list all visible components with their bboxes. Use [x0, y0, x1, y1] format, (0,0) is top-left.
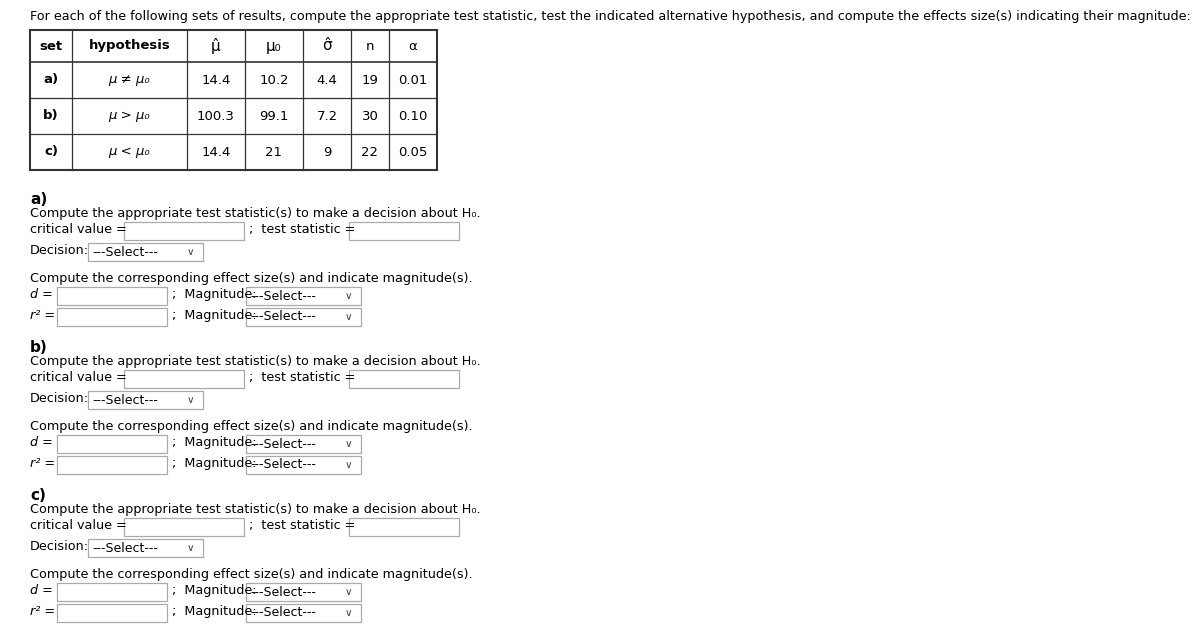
Text: Compute the appropriate test statistic(s) to make a decision about H₀.: Compute the appropriate test statistic(s…: [30, 503, 481, 516]
Text: α: α: [409, 40, 418, 53]
Text: μ̂: μ̂: [211, 38, 221, 54]
Bar: [246, 583, 361, 601]
Bar: [58, 604, 167, 622]
Text: Decision:: Decision:: [30, 392, 89, 405]
Text: Compute the appropriate test statistic(s) to make a decision about H₀.: Compute the appropriate test statistic(s…: [30, 355, 481, 368]
Bar: [58, 583, 167, 601]
Text: ---Select---: ---Select---: [250, 438, 316, 451]
Bar: [246, 604, 361, 622]
Bar: [349, 518, 458, 536]
Text: μ < μ₀: μ < μ₀: [109, 145, 150, 159]
Text: ∨: ∨: [346, 587, 353, 597]
Text: a): a): [43, 73, 59, 87]
Bar: [246, 435, 361, 453]
Text: 99.1: 99.1: [259, 110, 289, 122]
Text: ---Select---: ---Select---: [250, 586, 316, 599]
Text: 0.10: 0.10: [398, 110, 427, 122]
Text: ---Select---: ---Select---: [92, 542, 158, 554]
Bar: [349, 370, 458, 388]
Bar: [58, 308, 167, 326]
Text: ;  Magnitude:: ; Magnitude:: [172, 584, 257, 597]
Bar: [246, 456, 361, 474]
Text: 10.2: 10.2: [259, 73, 289, 87]
Text: hypothesis: hypothesis: [89, 40, 170, 53]
Bar: [30, 30, 437, 170]
Bar: [58, 435, 167, 453]
Text: ;  Magnitude:: ; Magnitude:: [172, 605, 257, 618]
Text: ;  test statistic =: ; test statistic =: [250, 371, 355, 384]
Text: critical value =: critical value =: [30, 371, 127, 384]
Text: 9: 9: [323, 145, 331, 159]
Text: ;  Magnitude:: ; Magnitude:: [172, 309, 257, 322]
Text: n: n: [366, 40, 374, 53]
Text: r² =: r² =: [30, 457, 55, 470]
Text: μ ≠ μ₀: μ ≠ μ₀: [109, 73, 150, 87]
Text: ∨: ∨: [346, 439, 353, 449]
Text: 0.05: 0.05: [398, 145, 427, 159]
Text: μ₀: μ₀: [266, 38, 282, 53]
Text: ;  Magnitude:: ; Magnitude:: [172, 436, 257, 449]
Text: 14.4: 14.4: [202, 145, 230, 159]
Text: 30: 30: [361, 110, 378, 122]
Text: b): b): [43, 110, 59, 122]
Text: σ̂: σ̂: [322, 38, 332, 53]
Text: 100.3: 100.3: [197, 110, 235, 122]
Bar: [88, 391, 203, 409]
Text: ---Select---: ---Select---: [250, 290, 316, 302]
Text: d =: d =: [30, 436, 53, 449]
Text: c): c): [30, 488, 46, 503]
Text: μ > μ₀: μ > μ₀: [109, 110, 150, 122]
Text: 19: 19: [361, 73, 378, 87]
Text: ;  test statistic =: ; test statistic =: [250, 223, 355, 236]
Text: ---Select---: ---Select---: [92, 246, 158, 258]
Text: d =: d =: [30, 584, 53, 597]
Bar: [58, 287, 167, 305]
Text: For each of the following sets of results, compute the appropriate test statisti: For each of the following sets of result…: [30, 10, 1190, 23]
Text: ∨: ∨: [187, 247, 194, 257]
Bar: [88, 243, 203, 261]
Text: Decision:: Decision:: [30, 244, 89, 257]
Bar: [58, 456, 167, 474]
Bar: [88, 539, 203, 557]
Text: ---Select---: ---Select---: [250, 310, 316, 324]
Text: ∨: ∨: [187, 395, 194, 405]
Text: 0.01: 0.01: [398, 73, 427, 87]
Text: 22: 22: [361, 145, 378, 159]
Text: critical value =: critical value =: [30, 519, 127, 532]
Bar: [246, 308, 361, 326]
Text: critical value =: critical value =: [30, 223, 127, 236]
Text: ∨: ∨: [346, 460, 353, 470]
Bar: [124, 370, 244, 388]
Text: ∨: ∨: [346, 608, 353, 618]
Text: 4.4: 4.4: [317, 73, 337, 87]
Text: ;  test statistic =: ; test statistic =: [250, 519, 355, 532]
Text: Compute the corresponding effect size(s) and indicate magnitude(s).: Compute the corresponding effect size(s)…: [30, 272, 473, 285]
Text: a): a): [30, 192, 47, 207]
Text: ---Select---: ---Select---: [250, 606, 316, 619]
Text: Compute the corresponding effect size(s) and indicate magnitude(s).: Compute the corresponding effect size(s)…: [30, 420, 473, 433]
Text: r² =: r² =: [30, 605, 55, 618]
Text: c): c): [44, 145, 58, 159]
Text: ∨: ∨: [346, 291, 353, 301]
Text: ---Select---: ---Select---: [92, 394, 158, 406]
Text: r² =: r² =: [30, 309, 55, 322]
Text: ;  Magnitude:: ; Magnitude:: [172, 288, 257, 301]
Text: Compute the corresponding effect size(s) and indicate magnitude(s).: Compute the corresponding effect size(s)…: [30, 568, 473, 581]
Text: ;  Magnitude:: ; Magnitude:: [172, 457, 257, 470]
Bar: [124, 518, 244, 536]
Text: Decision:: Decision:: [30, 540, 89, 553]
Text: 21: 21: [265, 145, 282, 159]
Text: set: set: [40, 40, 62, 53]
Text: b): b): [30, 340, 48, 355]
Text: Compute the appropriate test statistic(s) to make a decision about H₀.: Compute the appropriate test statistic(s…: [30, 207, 481, 220]
Bar: [349, 222, 458, 240]
Bar: [124, 222, 244, 240]
Text: ∨: ∨: [187, 543, 194, 553]
Bar: [246, 287, 361, 305]
Text: d =: d =: [30, 288, 53, 301]
Text: ---Select---: ---Select---: [250, 458, 316, 472]
Text: ∨: ∨: [346, 312, 353, 322]
Text: 14.4: 14.4: [202, 73, 230, 87]
Text: 7.2: 7.2: [317, 110, 337, 122]
